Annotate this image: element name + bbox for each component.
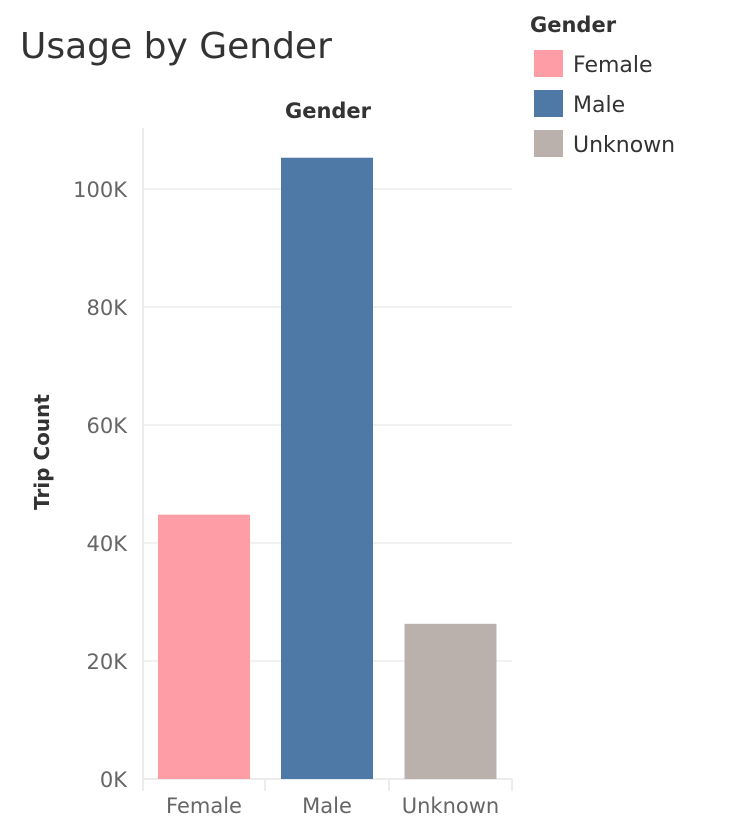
y-tick-label: 80K [87,296,129,320]
legend-swatch-female [534,50,563,77]
y-tick-label: 60K [87,414,129,438]
x-tick-label: Female [166,794,242,818]
legend-label-male: Male [573,93,625,118]
bar-male [281,157,373,780]
bar-female [158,514,250,779]
column-header: Gender [285,99,372,123]
y-axis-ticks: 0K 20K 40K 60K 80K 100K [73,178,128,792]
legend-label-female: Female [573,53,653,78]
chart-title: Usage by Gender [20,26,332,67]
x-tick-label: Male [302,794,352,818]
y-tick-label: 40K [87,532,129,556]
bar-unknown [404,623,497,779]
legend-label-unknown: Unknown [573,133,675,158]
x-axis-ticks: Female Male Unknown [166,794,499,818]
y-axis-label: Trip Count [30,394,54,510]
legend-title: Gender [530,13,617,37]
legend-items: Female Male Unknown [534,50,675,158]
y-tick-label: 100K [73,178,128,202]
y-tick-label: 0K [100,768,128,792]
x-tick-label: Unknown [402,794,499,818]
legend-swatch-unknown [534,130,563,157]
legend: Gender Female Male Unknown [530,13,675,158]
y-tick-label: 20K [87,650,129,674]
legend-swatch-male [534,90,563,117]
bars [158,157,497,780]
